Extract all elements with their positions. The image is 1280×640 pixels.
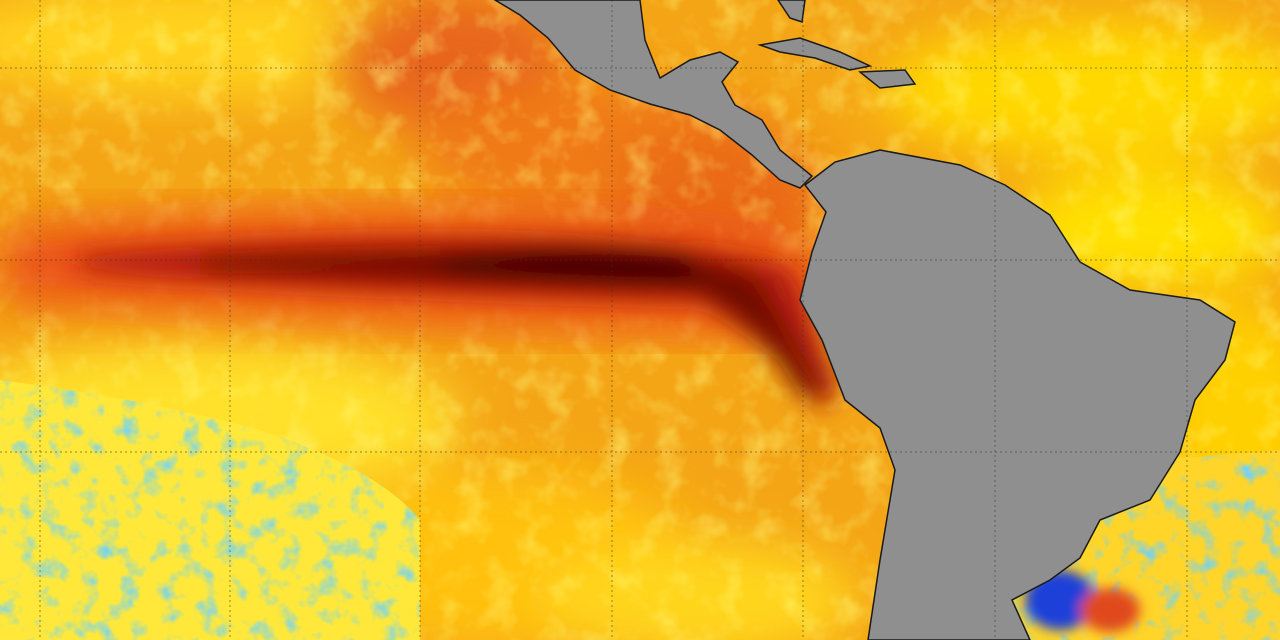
plata-anomaly	[1025, 570, 1140, 632]
south-america	[799, 149, 1236, 640]
land	[493, 0, 1236, 640]
florida	[777, 0, 806, 23]
hot-band	[80, 239, 840, 410]
north-central-america	[493, 0, 814, 189]
hispaniola	[857, 69, 917, 89]
